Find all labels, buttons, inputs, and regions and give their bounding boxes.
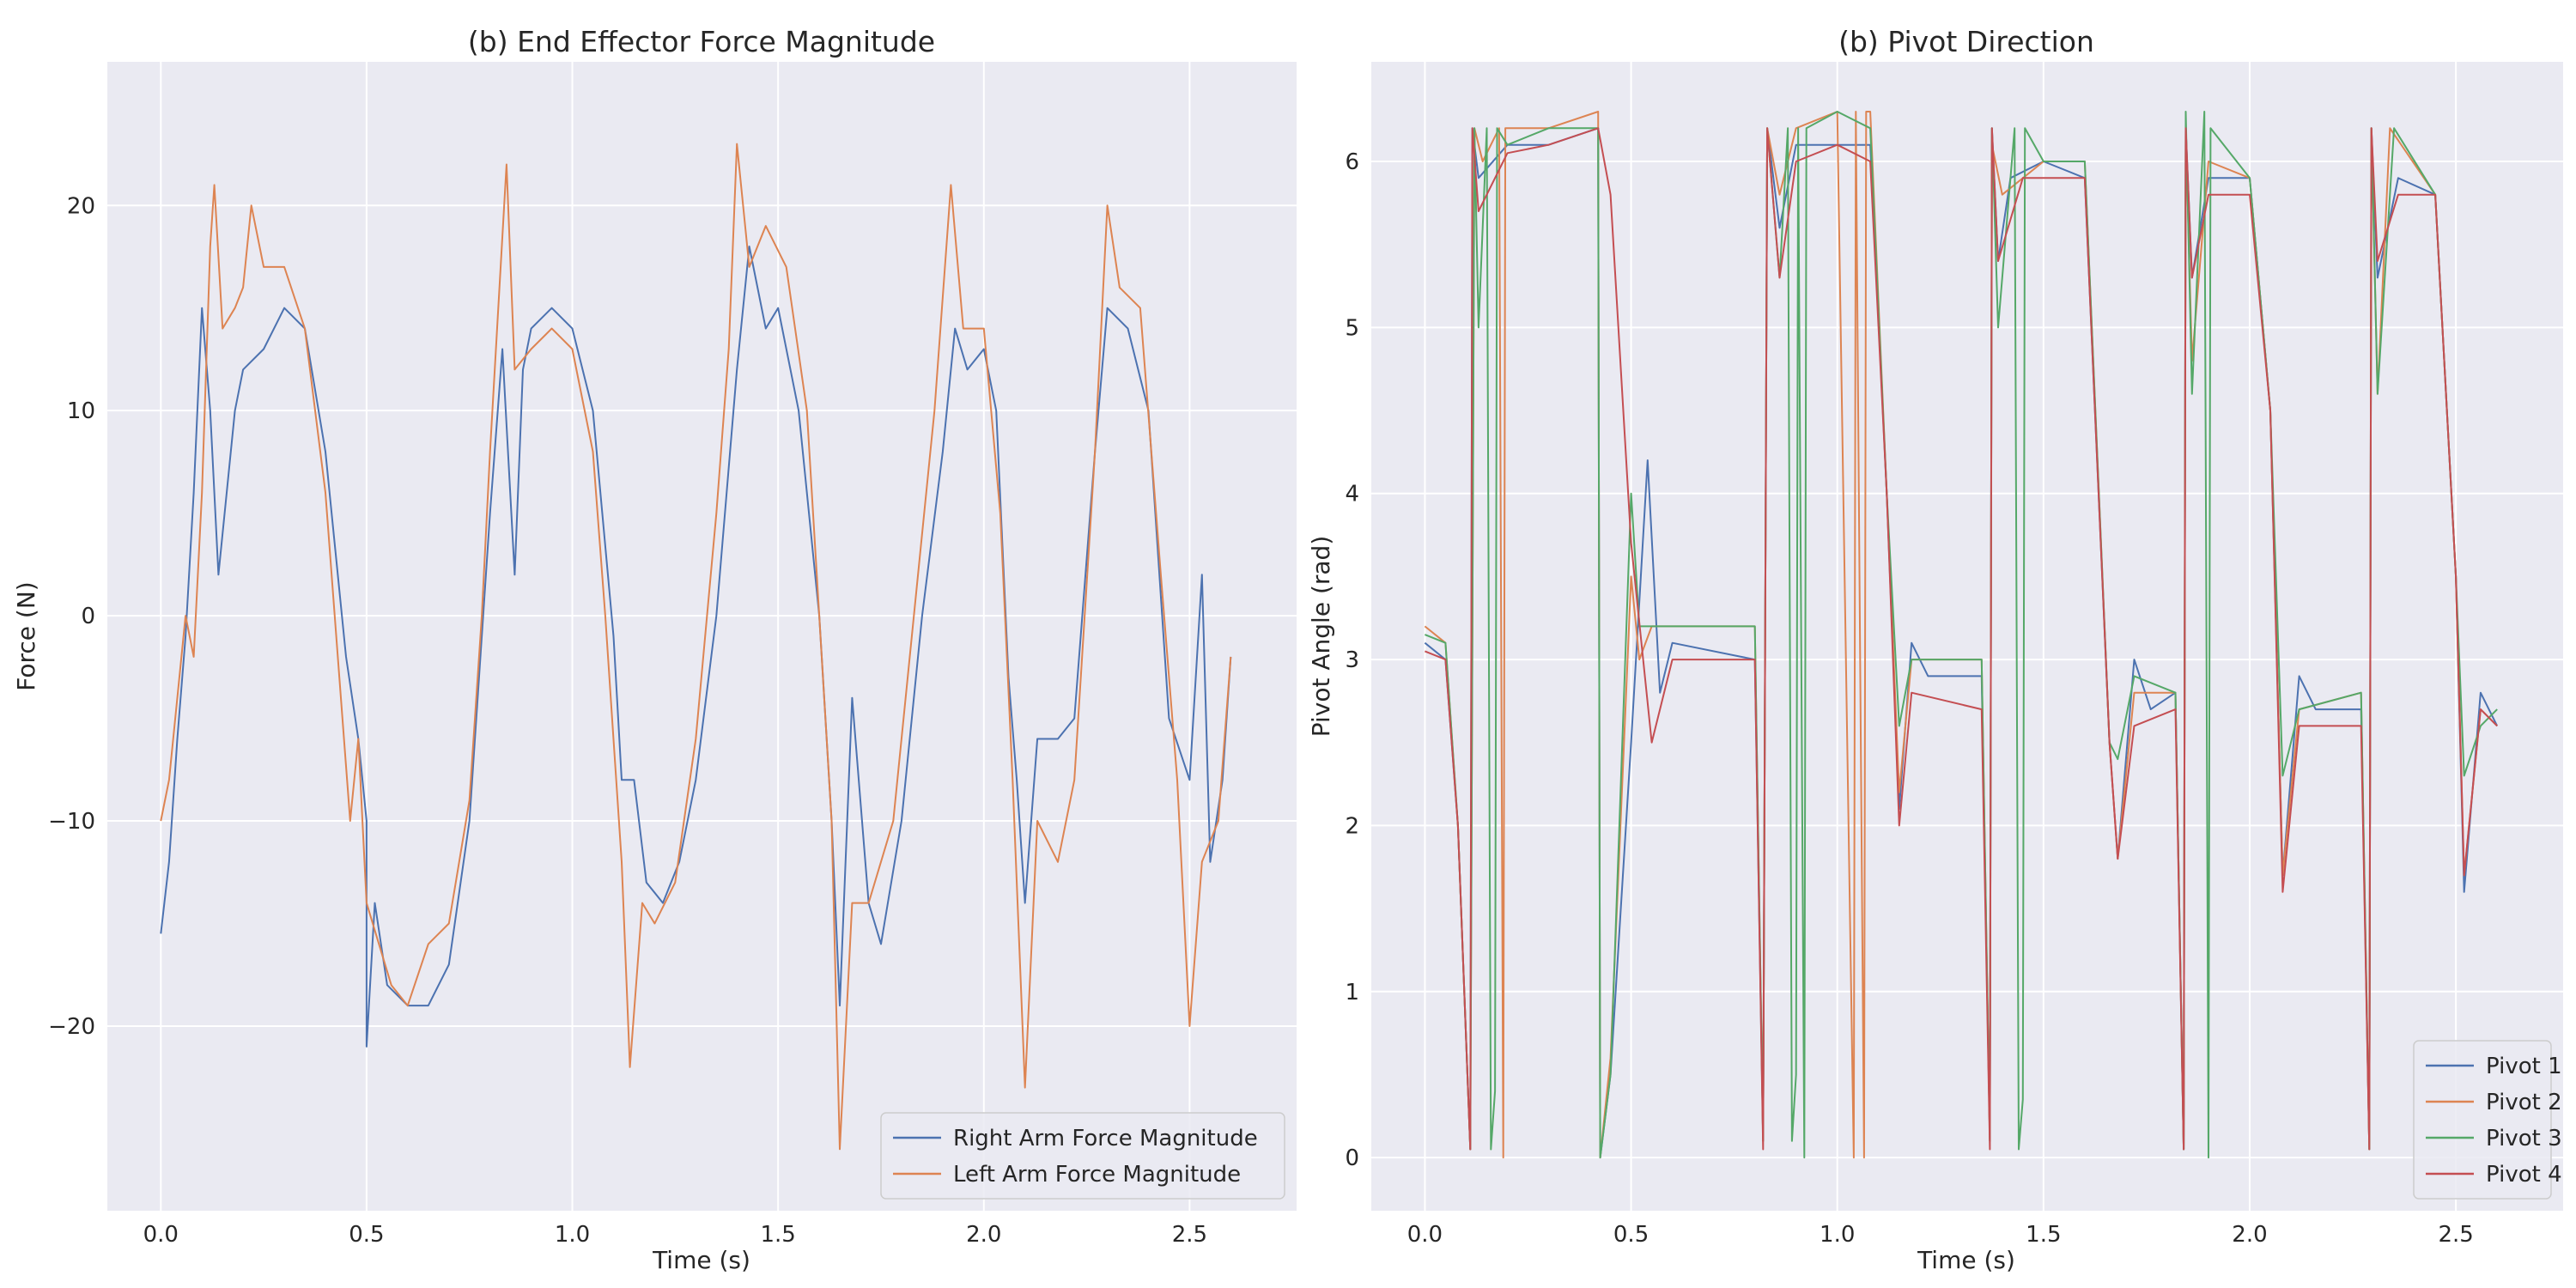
x-tick-label: 1.0 bbox=[1820, 1222, 1855, 1248]
legend-box bbox=[880, 1112, 1285, 1200]
y-tick-label: 3 bbox=[1345, 647, 1359, 673]
y-tick-label: 5 bbox=[1345, 315, 1359, 341]
x-tick-label: 0.5 bbox=[349, 1222, 384, 1248]
tick-labels: 0.0 0.5 1.0 1.5 2.0 2.5 −20 −10 0 10 20 bbox=[48, 193, 1207, 1248]
series-line-3 bbox=[1425, 111, 2498, 1159]
legend-label: Left Arm Force Magnitude bbox=[953, 1162, 1241, 1188]
legend-label: Pivot 2 bbox=[2486, 1090, 2562, 1115]
chart-title: (b) Pivot Direction bbox=[1838, 25, 2094, 58]
series-line-4 bbox=[1425, 127, 2498, 1151]
legend-label: Pivot 3 bbox=[2486, 1126, 2562, 1151]
y-tick-label: −20 bbox=[48, 1014, 95, 1040]
x-tick-label: 0.0 bbox=[143, 1222, 179, 1248]
y-tick-label: 0 bbox=[1345, 1145, 1359, 1171]
x-tick-label: 2.5 bbox=[2438, 1222, 2473, 1248]
chart-force-magnitude: 0.0 0.5 1.0 1.5 2.0 2.5 −20 −10 0 10 20 (b) End Ef… bbox=[12, 25, 1297, 1274]
y-tick-label: 6 bbox=[1345, 149, 1359, 175]
legend-label: Right Arm Force Magnitude bbox=[953, 1126, 1258, 1151]
series-line-2 bbox=[160, 143, 1232, 1151]
x-axis-label: Time (s) bbox=[1917, 1246, 2015, 1274]
y-tick-label: −10 bbox=[48, 809, 95, 835]
x-tick-label: 2.0 bbox=[2232, 1222, 2267, 1248]
plot-area bbox=[1371, 62, 2563, 1211]
legend-label: Pivot 1 bbox=[2486, 1054, 2562, 1079]
x-tick-label: 0.5 bbox=[1613, 1222, 1649, 1248]
y-axis-label: Pivot Angle (rad) bbox=[1307, 536, 1335, 738]
x-tick-label: 1.0 bbox=[555, 1222, 590, 1248]
x-tick-label: 1.5 bbox=[2026, 1222, 2061, 1248]
x-tick-label: 2.5 bbox=[1172, 1222, 1207, 1248]
series-lines bbox=[1424, 111, 2499, 1159]
y-tick-label: 0 bbox=[81, 604, 95, 629]
y-tick-label: 10 bbox=[67, 398, 95, 424]
chart-pivot-direction: 0.0 0.5 1.0 1.5 2.0 2.5 0 1 2 3 4 5 6 (b) Pivot Dire… bbox=[1307, 25, 2563, 1274]
y-axis-label: Force (N) bbox=[12, 581, 40, 690]
y-tick-label: 4 bbox=[1345, 482, 1359, 507]
legend-box bbox=[2413, 1040, 2552, 1200]
legend: Right Arm Force Magnitude Left Arm Force … bbox=[880, 1112, 1285, 1200]
y-tick-label: 2 bbox=[1345, 813, 1359, 839]
legend: Pivot 1 Pivot 2 Pivot 3 Pivot 4 bbox=[2413, 1040, 2562, 1200]
tick-labels: 0.0 0.5 1.0 1.5 2.0 2.5 0 1 2 3 4 5 6 bbox=[1345, 149, 2473, 1248]
grid bbox=[1371, 62, 2563, 1211]
series-line-1 bbox=[160, 246, 1232, 1048]
x-tick-label: 1.5 bbox=[760, 1222, 795, 1248]
plot-area bbox=[107, 62, 1297, 1211]
x-axis-label: Time (s) bbox=[652, 1246, 750, 1274]
y-tick-label: 20 bbox=[67, 193, 95, 219]
x-tick-label: 0.0 bbox=[1407, 1222, 1443, 1248]
series-lines bbox=[160, 143, 1232, 1151]
chart-title: (b) End Effector Force Magnitude bbox=[468, 25, 935, 58]
legend-label: Pivot 4 bbox=[2486, 1162, 2562, 1188]
x-tick-label: 2.0 bbox=[966, 1222, 1001, 1248]
y-tick-label: 1 bbox=[1345, 980, 1359, 1005]
